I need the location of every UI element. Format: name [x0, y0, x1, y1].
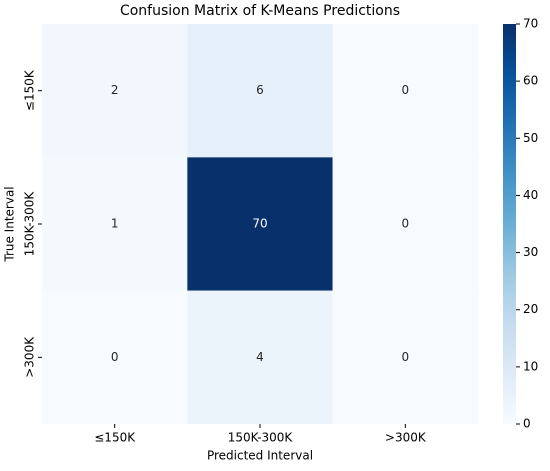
cell-label: 0 — [402, 217, 410, 231]
cell-label: 4 — [256, 350, 264, 364]
colorbar-tick-label: 50 — [523, 131, 538, 145]
colorbar-tick-label: 30 — [523, 245, 538, 259]
cell-label: 2 — [111, 83, 119, 97]
cell — [187, 24, 333, 158]
y-tick-label: ≤150K — [23, 69, 37, 111]
colorbar-tick-label: 70 — [523, 17, 538, 31]
cell — [332, 24, 478, 158]
colorbar-tick-label: 60 — [523, 74, 538, 88]
y-axis-label: True Interval — [3, 186, 17, 262]
cell-label: 6 — [256, 83, 264, 97]
x-tick-label: 150K-300K — [228, 431, 294, 445]
colorbar-tick-label: 0 — [523, 417, 531, 431]
y-tick-label: >300K — [23, 336, 37, 378]
colorbar — [503, 24, 516, 424]
cell — [42, 290, 188, 424]
cell-label: 0 — [402, 83, 410, 97]
cell — [42, 24, 188, 158]
cell-label: 0 — [402, 350, 410, 364]
cell-label: 70 — [252, 217, 267, 231]
colorbar-tick-label: 40 — [523, 188, 538, 202]
cell — [332, 290, 478, 424]
x-tick-label: ≤150K — [94, 431, 136, 445]
colorbar-tick-label: 10 — [523, 359, 538, 373]
chart-title: Confusion Matrix of K-Means Predictions — [120, 3, 400, 19]
cell-label: 1 — [111, 217, 119, 231]
cell — [332, 157, 478, 291]
cell — [42, 157, 188, 291]
colorbar-tick-label: 20 — [523, 302, 538, 316]
cell — [187, 157, 333, 291]
x-tick-label: >300K — [385, 431, 427, 445]
y-tick-label: 150K-300K — [23, 191, 37, 257]
cell — [187, 290, 333, 424]
x-axis-label: Predicted Interval — [207, 449, 313, 463]
cell-label: 0 — [111, 350, 119, 364]
